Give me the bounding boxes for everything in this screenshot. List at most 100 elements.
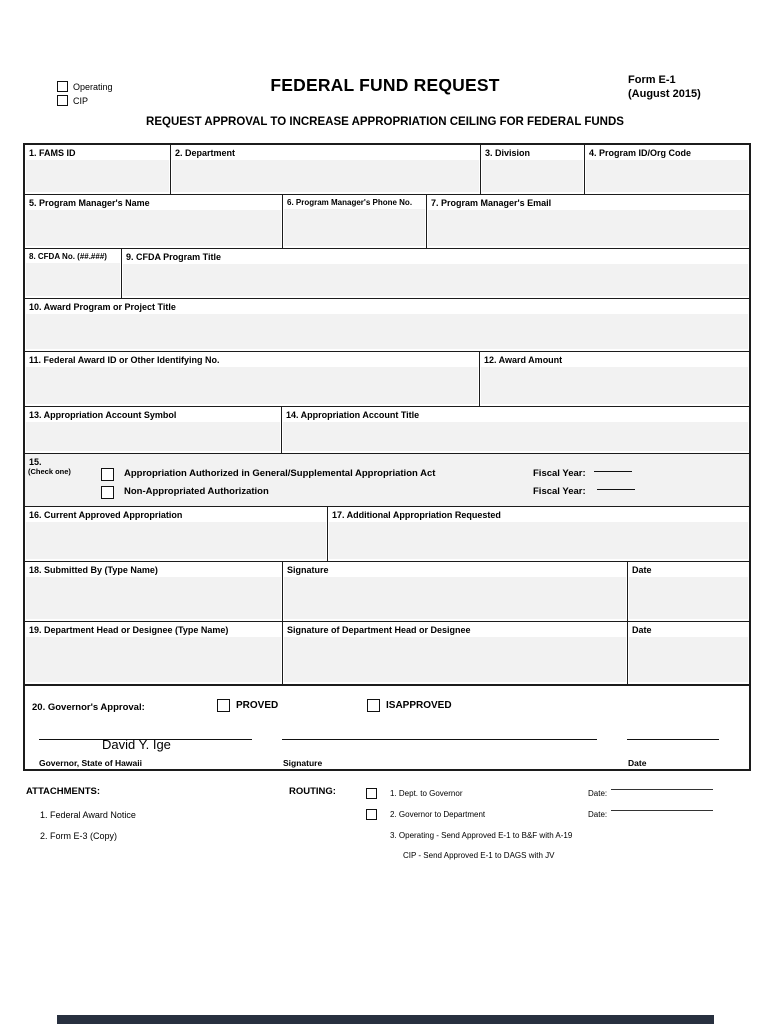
account-title-input[interactable] <box>283 422 748 451</box>
form-id-block: Form E-1 (August 2015) <box>628 73 701 101</box>
table-row: 5. Program Manager's Name 6. Program Man… <box>25 194 749 248</box>
routing-item-1: 1. Dept. to Governor <box>390 789 463 798</box>
dept-head-date-label: Date <box>632 625 652 635</box>
routing-date-label-2: Date: <box>588 810 608 819</box>
manager-phone-input[interactable] <box>284 209 425 246</box>
attachment-item-2: 2. Form E-3 (Copy) <box>40 831 118 841</box>
check-one-row: 15. (Check one) Appropriation Authorized… <box>25 453 749 506</box>
field-15-number: 15. <box>29 457 42 467</box>
table-row: 18. Submitted By (Type Name) Signature D… <box>25 561 749 621</box>
fiscal-year-label-2: Fiscal Year: <box>533 486 586 497</box>
operating-label: Operating <box>73 81 113 92</box>
division-label: 3. Division <box>485 148 531 158</box>
cip-label: CIP <box>73 95 89 106</box>
division-input[interactable] <box>482 160 583 192</box>
submitted-by-label: 18. Submitted By (Type Name) <box>29 565 158 575</box>
governor-sign-label: Signature <box>283 758 323 768</box>
governor-signature-line[interactable] <box>39 739 252 740</box>
fams-id-label: 1. FAMS ID <box>29 148 76 158</box>
routing-1-checkbox[interactable] <box>366 788 377 799</box>
table-row: 11. Federal Award ID or Other Identifyin… <box>25 351 749 406</box>
cfda-title-input[interactable] <box>123 264 748 296</box>
cfda-no-label: 8. CFDA No. (##.###) <box>29 252 107 261</box>
table-row: 16. Current Approved Appropriation 17. A… <box>25 506 749 561</box>
routing-item-2: 2. Governor to Department <box>390 810 486 819</box>
submitted-signature-label: Signature <box>287 565 329 575</box>
disapproved-label: ISAPPROVED <box>386 700 452 711</box>
submitted-signature-input[interactable] <box>284 577 626 619</box>
award-program-input[interactable] <box>26 314 748 349</box>
fiscal-year-line-2[interactable] <box>597 489 635 490</box>
dept-head-date-input[interactable] <box>629 637 748 682</box>
program-id-label: 4. Program ID/Org Code <box>589 148 692 158</box>
fiscal-year-line-1[interactable] <box>594 471 632 472</box>
governor-name: David Y. Ige <box>102 737 171 752</box>
manager-email-label: 7. Program Manager's Email <box>431 198 552 208</box>
dept-head-label: 19. Department Head or Designee (Type Na… <box>29 625 229 635</box>
form-subtitle: REQUEST APPROVAL TO INCREASE APPROPRIATI… <box>146 116 624 128</box>
current-appropriation-input[interactable] <box>26 522 326 559</box>
federal-award-id-label: 11. Federal Award ID or Other Identifyin… <box>29 355 220 365</box>
submitted-date-input[interactable] <box>629 577 748 619</box>
governor-date-label: Date <box>628 758 647 768</box>
account-title-label: 14. Appropriation Account Title <box>286 410 420 420</box>
fams-id-input[interactable] <box>26 160 169 192</box>
routing-note-cip: CIP - Send Approved E-1 to DAGS with JV <box>403 851 555 860</box>
dept-head-signature-label: Signature of Department Head or Designee <box>287 625 471 635</box>
cfda-no-input[interactable] <box>26 263 120 296</box>
governor-approval-label: 20. Governor's Approval: <box>32 702 145 713</box>
federal-award-id-input[interactable] <box>26 367 478 404</box>
additional-appropriation-input[interactable] <box>329 522 748 559</box>
table-row: 19. Department Head or Designee (Type Na… <box>25 621 749 684</box>
appropriation-authorized-label: Appropriation Authorized in General/Supp… <box>124 468 436 479</box>
current-appropriation-label: 16. Current Approved Appropriation <box>29 510 183 520</box>
routing-date-line-1[interactable] <box>611 789 713 790</box>
submitted-date-label: Date <box>632 565 652 575</box>
award-program-label: 10. Award Program or Project Title <box>29 302 176 312</box>
program-id-input[interactable] <box>586 160 748 192</box>
account-symbol-input[interactable] <box>26 422 280 451</box>
cfda-title-label: 9. CFDA Program Title <box>126 252 222 262</box>
disapproved-checkbox[interactable] <box>367 699 380 712</box>
operating-checkbox[interactable] <box>57 81 68 92</box>
governor-approval-row: 20. Governor's Approval: PROVED ISAPPROV… <box>25 684 749 769</box>
submitted-by-input[interactable] <box>26 577 281 619</box>
governor-title-label: Governor, State of Hawaii <box>39 758 142 768</box>
appropriation-authorized-checkbox[interactable] <box>101 468 114 481</box>
department-input[interactable] <box>172 160 479 192</box>
form-revision: (August 2015) <box>628 88 701 100</box>
manager-phone-label: 6. Program Manager's Phone No. <box>287 198 413 207</box>
dept-head-signature-input[interactable] <box>284 637 626 682</box>
approved-checkbox[interactable] <box>217 699 230 712</box>
account-symbol-label: 13. Appropriation Account Symbol <box>29 410 177 420</box>
governor-date-line[interactable] <box>627 739 719 740</box>
non-appropriated-checkbox[interactable] <box>101 486 114 499</box>
routing-date-label-1: Date: <box>588 789 608 798</box>
table-row: 13. Appropriation Account Symbol 14. App… <box>25 406 749 453</box>
manager-email-input[interactable] <box>428 210 748 246</box>
manager-name-label: 5. Program Manager's Name <box>29 198 150 208</box>
routing-heading: ROUTING: <box>289 786 336 797</box>
attachments-heading: ATTACHMENTS: <box>26 786 101 797</box>
routing-2-checkbox[interactable] <box>366 809 377 820</box>
routing-date-line-2[interactable] <box>611 810 713 811</box>
governor-sign-line[interactable] <box>282 739 597 740</box>
approved-label: PROVED <box>236 700 279 711</box>
attachment-item-1: 1. Federal Award Notice <box>40 810 136 820</box>
page-break-bar <box>57 1015 714 1024</box>
page-title: FEDERAL FUND REQUEST <box>270 75 500 95</box>
department-label: 2. Department <box>175 148 236 158</box>
form-code: Form E-1 <box>628 74 676 86</box>
operating-row: Operating <box>57 81 113 92</box>
dept-head-input[interactable] <box>26 637 281 682</box>
table-row: 1. FAMS ID 2. Department 3. Division 4. … <box>25 145 749 194</box>
manager-name-input[interactable] <box>26 210 281 246</box>
cip-checkbox[interactable] <box>57 95 68 106</box>
award-amount-label: 12. Award Amount <box>484 355 563 365</box>
award-amount-input[interactable] <box>481 367 748 404</box>
check-one-label: (Check one) <box>28 467 71 476</box>
non-appropriated-label: Non-Appropriated Authorization <box>124 486 269 497</box>
table-row: 8. CFDA No. (##.###) 9. CFDA Program Tit… <box>25 248 749 298</box>
table-row: 10. Award Program or Project Title <box>25 298 749 351</box>
